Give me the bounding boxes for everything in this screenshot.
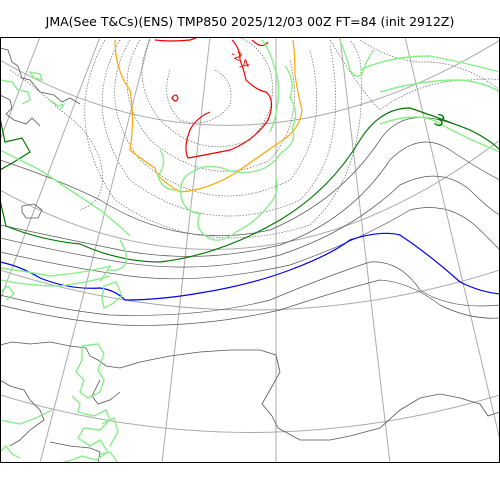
ensemble-contour — [101, 416, 119, 447]
ensemble-contour — [0, 149, 131, 237]
ensemble-contour — [0, 444, 21, 459]
contour-minus2 — [154, 37, 273, 159]
minor-contour — [166, 69, 232, 124]
minor-contour — [359, 39, 500, 91]
ensemble-contour — [0, 285, 15, 301]
ensemble-contour — [49, 99, 66, 111]
minor-contours — [9, 37, 500, 239]
meridian-line — [339, 37, 391, 463]
ensemble-contour — [261, 39, 280, 133]
ensemble-contour — [99, 451, 119, 463]
ensemble-contour — [0, 409, 53, 425]
ensemble-contour — [179, 65, 297, 241]
coastline-iberia — [49, 441, 101, 463]
solid-contour — [0, 141, 500, 257]
contour-zero — [0, 232, 500, 301]
ensemble-contour — [107, 239, 127, 272]
ensemble-contour — [0, 79, 31, 105]
ensemble-contour — [379, 116, 500, 153]
ensemble-contour — [59, 395, 111, 463]
solid-contour — [0, 261, 500, 316]
ensemble-contour — [0, 275, 111, 287]
coastlines — [0, 47, 500, 463]
parallel-line — [0, 39, 500, 126]
solid-contours — [0, 117, 500, 326]
contour-plus3 — [0, 107, 500, 263]
parallel-line — [0, 269, 500, 311]
solid-contour — [0, 279, 500, 326]
meridian-line — [0, 37, 101, 301]
contour-minus2-top — [251, 39, 269, 47]
coastline-scandinavia — [0, 379, 45, 447]
parallel-line — [0, 394, 500, 433]
contour-minus2-small — [171, 94, 179, 102]
minor-contour — [114, 39, 318, 197]
ensemble-contour — [339, 39, 375, 77]
ensemble-contour — [379, 79, 500, 93]
meridian-line — [161, 37, 211, 463]
coastline-north — [0, 47, 81, 105]
ensemble-contour — [28, 70, 44, 81]
meridian-line — [0, 37, 41, 141]
minor-contour — [126, 39, 295, 172]
coastline-mid — [91, 379, 121, 405]
ensemble-contour — [0, 264, 112, 283]
meridian-line — [404, 37, 500, 441]
minor-contour — [84, 39, 362, 239]
solid-contour — [0, 117, 500, 237]
minor-contour — [141, 37, 273, 147]
coastline-north-west — [0, 94, 41, 127]
coastline-europe — [0, 341, 500, 441]
contour-minus1 — [114, 39, 303, 193]
minor-contour — [329, 39, 500, 111]
contour-label-red-b: -4 — [237, 57, 252, 73]
parallel-line — [0, 139, 500, 250]
minor-contour — [101, 39, 337, 217]
map-title: JMA(See T&Cs)(ENS) TMP850 2025/12/03 00Z… — [45, 14, 455, 29]
ensemble-contours — [0, 39, 500, 463]
ensemble-contour — [75, 343, 105, 399]
ensemble-contour — [157, 149, 177, 191]
ensemble-contour — [359, 55, 500, 73]
coastline-island — [21, 203, 43, 219]
ensemble-contour — [101, 281, 123, 310]
contour-plus3-upper — [0, 117, 31, 171]
solid-contour — [0, 175, 500, 268]
minor-contour — [9, 69, 103, 211]
